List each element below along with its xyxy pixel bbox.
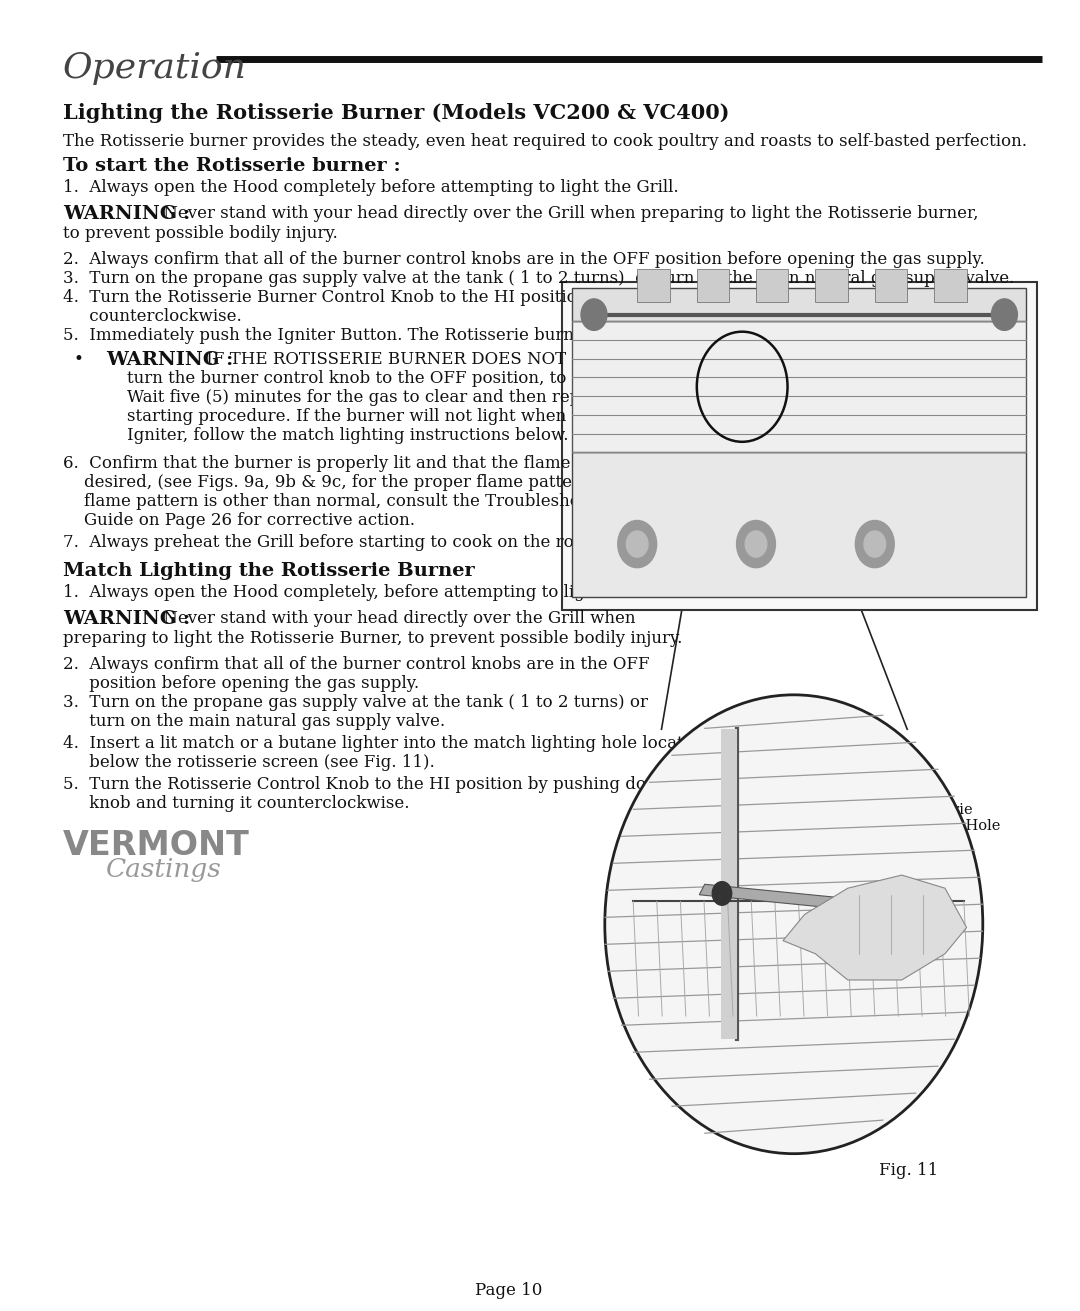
Text: Rotisserie: Rotisserie [897, 802, 972, 817]
Bar [572, 321, 1026, 452]
Text: 4.  Insert a lit match or a butane lighter into the match lighting hole located: 4. Insert a lit match or a butane lighte… [63, 735, 704, 753]
Text: Lighting the Rotisserie Burner (Models VC200 & VC400): Lighting the Rotisserie Burner (Models V… [63, 104, 729, 123]
Text: 3.  Turn on the propane gas supply valve at the tank ( 1 to 2 turns)  or turn on: 3. Turn on the propane gas supply valve … [63, 270, 1014, 287]
Circle shape [626, 531, 648, 557]
Text: to prevent possible bodily injury.: to prevent possible bodily injury. [63, 225, 337, 243]
Polygon shape [783, 876, 967, 981]
Text: starting procedure. If the burner will not light when using the Piezo: starting procedure. If the burner will n… [106, 408, 700, 425]
Text: Castings: Castings [106, 857, 221, 882]
Text: Fig. 11: Fig. 11 [879, 1162, 939, 1179]
Bar [875, 269, 907, 302]
Circle shape [855, 520, 894, 568]
Text: WARNING :: WARNING : [106, 351, 233, 370]
Text: flame pattern is other than normal, consult the Troubleshooting: flame pattern is other than normal, cons… [63, 493, 623, 510]
Circle shape [713, 881, 732, 905]
Bar [697, 269, 729, 302]
Bar [562, 282, 1037, 610]
Text: WARNING :: WARNING : [63, 610, 190, 628]
Text: The Rotisserie burner provides the steady, even heat required to cook poultry an: The Rotisserie burner provides the stead… [63, 134, 1027, 151]
Text: VERMONT: VERMONT [63, 829, 249, 863]
Text: Igniter, follow the match lighting instructions below.: Igniter, follow the match lighting instr… [106, 427, 568, 444]
Text: Never stand with your head directly over the Grill when: Never stand with your head directly over… [158, 610, 635, 627]
Circle shape [737, 520, 775, 568]
Text: 1.  Always open the Hood completely, before attempting to light the Grill.: 1. Always open the Hood completely, befo… [63, 585, 681, 602]
Bar [637, 269, 670, 302]
Text: turn on the main natural gas supply valve.: turn on the main natural gas supply valv… [63, 713, 445, 730]
Circle shape [581, 299, 607, 330]
Circle shape [745, 531, 767, 557]
Bar [721, 729, 737, 1038]
Text: 1.  Always open the Hood completely before attempting to light the Grill.: 1. Always open the Hood completely befor… [63, 180, 678, 197]
Polygon shape [700, 884, 903, 915]
Text: •: • [73, 351, 83, 368]
Text: desired, (see Figs. 9a, 9b & 9c, for the proper flame patterns). If the: desired, (see Figs. 9a, 9b & 9c, for the… [63, 475, 661, 492]
Text: counterclockwise.: counterclockwise. [63, 308, 242, 325]
Circle shape [618, 520, 657, 568]
Text: Wait five (5) minutes for the gas to clear and then repeat the preceding: Wait five (5) minutes for the gas to cle… [106, 389, 729, 406]
Text: To start the Rotisserie burner :: To start the Rotisserie burner : [63, 157, 401, 176]
Circle shape [864, 531, 886, 557]
Bar [756, 269, 788, 302]
Text: turn the burner control knob to the OFF position, to prevent gas buildup.: turn the burner control knob to the OFF … [106, 370, 745, 387]
Text: 4.  Turn the Rotisserie Burner Control Knob to the HI position, by pushing down : 4. Turn the Rotisserie Burner Control Kn… [63, 290, 967, 307]
Bar [572, 452, 1026, 597]
Text: preparing to light the Rotisserie Burner, to prevent possible bodily injury.: preparing to light the Rotisserie Burner… [63, 631, 681, 648]
Text: 2.  Always confirm that all of the burner control knobs are in the OFF position : 2. Always confirm that all of the burner… [63, 252, 984, 269]
Text: 5.  Immediately push the Igniter Button. The Rotisserie burner should light with: 5. Immediately push the Igniter Button. … [63, 328, 873, 343]
Bar [934, 269, 967, 302]
Text: 2.  Always confirm that all of the burner control knobs are in the OFF: 2. Always confirm that all of the burner… [63, 656, 649, 673]
Text: 7.  Always preheat the Grill before starting to cook on the rotisserie.: 7. Always preheat the Grill before start… [63, 534, 640, 551]
Text: Page 10: Page 10 [475, 1282, 542, 1299]
Text: Guide on Page 26 for corrective action.: Guide on Page 26 for corrective action. [63, 513, 415, 530]
Bar [815, 269, 848, 302]
Text: 3.  Turn on the propane gas supply valve at the tank ( 1 to 2 turns) or: 3. Turn on the propane gas supply valve … [63, 694, 648, 711]
Text: knob and turning it counterclockwise.: knob and turning it counterclockwise. [63, 796, 409, 812]
Circle shape [605, 695, 983, 1154]
Circle shape [991, 299, 1017, 330]
Text: 6.  Confirm that the burner is properly lit and that the flame pattern is as: 6. Confirm that the burner is properly l… [63, 455, 680, 472]
Text: Match Lighting the Rotisserie Burner: Match Lighting the Rotisserie Burner [63, 562, 474, 581]
Text: Lighting Hole: Lighting Hole [897, 819, 1000, 832]
Text: WARNING :: WARNING : [63, 205, 190, 223]
Text: position before opening the gas supply.: position before opening the gas supply. [63, 675, 419, 692]
Text: Operation: Operation [63, 51, 246, 85]
Text: 5.  Turn the Rotisserie Control Knob to the HI position by pushing down on the: 5. Turn the Rotisserie Control Knob to t… [63, 776, 729, 793]
Text: Never stand with your head directly over the Grill when preparing to light the R: Never stand with your head directly over… [158, 205, 978, 222]
Text: IF THE ROTISSERIE BURNER DOES NOT LIGHT, immediately: IF THE ROTISSERIE BURNER DOES NOT LIGHT,… [201, 351, 739, 368]
Bar [572, 288, 1026, 321]
Text: below the rotisserie screen (see Fig. 11).: below the rotisserie screen (see Fig. 11… [63, 754, 434, 771]
